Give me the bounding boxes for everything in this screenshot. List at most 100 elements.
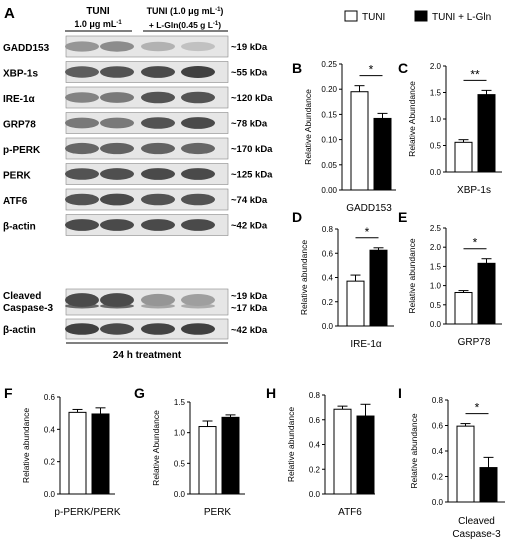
y-tick-label: 1.0 <box>174 429 186 438</box>
blot-row-band <box>100 219 134 231</box>
y-tick-label: 0.8 <box>309 391 321 400</box>
y-tick-label: 0.0 <box>322 322 334 331</box>
bar-tuni <box>198 426 217 495</box>
blot-row-kda: ~78 kDa <box>231 119 268 130</box>
panel-label-c: C <box>398 60 408 76</box>
blot-row <box>65 86 229 109</box>
bar-tuni <box>456 425 475 503</box>
blot-caspase-kda1: ~19 kDa <box>231 291 268 302</box>
blot-header: TUNI 1.0 μg mL-1 TUNI (1.0 μg mL-1) + L-… <box>65 6 228 32</box>
y-tick-label: 2.0 <box>430 62 442 71</box>
y-tick-label: 0.4 <box>432 447 444 456</box>
blot-col2-title: TUNI (1.0 μg mL-1) <box>147 6 224 16</box>
blot-actin2-label: β-actin <box>3 325 36 336</box>
y-tick-label: 1.5 <box>430 262 442 271</box>
blot-row-band <box>141 66 175 78</box>
x-axis-label: PERK <box>204 507 232 518</box>
panel-label-h: H <box>266 385 276 401</box>
panel-label-a: A <box>4 5 15 22</box>
y-axis-label: Relative abundance <box>407 238 417 313</box>
legend-swatch-tuni <box>344 10 358 22</box>
y-tick-label: 0.6 <box>432 422 444 431</box>
blot-row-band <box>65 193 99 206</box>
chart-i: 0.0 0.2 0.4 0.6 0.8 Relative abundance * Cleave… <box>409 396 505 540</box>
blot-actin2-band <box>100 323 134 335</box>
blot-row-band <box>100 142 134 155</box>
y-tick-label: 0.00 <box>321 186 337 195</box>
blot-row-band <box>181 142 215 155</box>
blot-footer: 24 h treatment <box>113 350 182 361</box>
y-tick-label: 0.2 <box>44 458 56 467</box>
y-axis-label: Relative abundance <box>299 240 309 315</box>
blot-row-band <box>141 91 175 104</box>
y-axis-label: Relative abundance <box>409 413 419 488</box>
y-tick-label: 0.5 <box>174 459 186 468</box>
blot-row-kda: ~120 kDa <box>231 93 273 104</box>
blot-row-label: IRE-1α <box>3 94 36 105</box>
blot-caspase-label-line2: Caspase-3 <box>3 303 53 314</box>
significance-mark: * <box>369 63 374 77</box>
blot-row <box>65 35 229 58</box>
y-tick-label: 1.0 <box>430 115 442 124</box>
y-tick-label: 1.5 <box>430 89 442 98</box>
blot-row-band <box>65 92 99 103</box>
bar-tuni <box>346 280 365 327</box>
y-tick-label: 0.05 <box>321 161 337 170</box>
x-axis-label: IRE-1α <box>350 339 382 350</box>
blot-caspase-band-lower <box>141 303 175 309</box>
blot-row <box>65 61 229 83</box>
blot-row-kda: ~74 kDa <box>231 195 268 206</box>
chart-h: 0.0 0.2 0.4 0.6 0.8 Relative abundance ATF6 <box>286 391 375 518</box>
y-tick-label: 0.0 <box>432 498 444 507</box>
y-tick-label: 0.2 <box>322 298 334 307</box>
blot-caspase-band <box>100 293 134 307</box>
blot-row-band <box>141 117 175 129</box>
blot-row-band <box>181 193 215 206</box>
y-tick-label: 0.20 <box>321 85 337 94</box>
bar-tuni-lgln <box>369 249 388 327</box>
panel-label-f: F <box>4 385 13 401</box>
blot-row-band <box>65 219 99 231</box>
x-axis-label: Caspase-3 <box>452 529 501 540</box>
bar-tuni-lgln <box>373 117 392 191</box>
blot-row-band <box>100 66 134 78</box>
significance-mark: * <box>365 225 370 239</box>
blot-row <box>65 112 229 134</box>
bar-charts: 0.00 0.05 0.10 0.15 0.20 0.25 Relative Abundan… <box>21 60 505 540</box>
bar-tuni <box>350 91 369 191</box>
blot-row-band <box>181 168 215 180</box>
blot-row-label: p-PERK <box>3 145 41 156</box>
panel-label-i: I <box>398 385 402 401</box>
y-tick-label: 0.4 <box>309 441 321 450</box>
y-tick-label: 0.4 <box>322 274 334 283</box>
chart-g: 0.0 0.5 1.0 1.5 Relative Abundance PERK <box>151 398 245 518</box>
blot-row-label: GRP78 <box>3 120 36 131</box>
blot-row-label: ATF6 <box>3 196 28 207</box>
blot-col1-title: TUNI <box>86 6 110 17</box>
legend-swatch-tuni-lgln <box>414 10 428 22</box>
y-tick-label: 0.8 <box>432 396 444 405</box>
significance-mark: * <box>475 401 480 415</box>
y-axis-label: Relative abundance <box>21 408 31 483</box>
y-tick-label: 0.5 <box>430 301 442 310</box>
blot-row-band <box>65 41 99 52</box>
blot-caspase-band-lower <box>181 303 215 309</box>
blot-caspase-label-line1: Cleaved <box>3 291 41 302</box>
chart-b: 0.00 0.05 0.10 0.15 0.20 0.25 Relative Abundan… <box>303 60 396 214</box>
blot-col1-conc: 1.0 μg mL-1 <box>74 19 122 29</box>
x-axis-label: XBP-1s <box>457 185 491 196</box>
blot-caspase-kda2: ~17 kDa <box>231 303 268 314</box>
blot-row-kda: ~42 kDa <box>231 221 268 232</box>
y-tick-label: 1.5 <box>174 398 186 407</box>
y-tick-label: 0.6 <box>44 393 56 402</box>
bar-tuni <box>454 292 473 325</box>
y-tick-label: 0.0 <box>174 490 186 499</box>
x-axis-label: GRP78 <box>458 337 491 348</box>
blot-caspase-band <box>65 293 99 307</box>
blot-row-band <box>100 92 134 103</box>
y-axis-label: Relative abundance <box>286 407 296 482</box>
blot-row-band <box>141 41 175 52</box>
significance-mark: ** <box>470 67 480 81</box>
blot-row-band <box>181 117 215 129</box>
x-axis-label: Cleaved <box>458 516 495 527</box>
